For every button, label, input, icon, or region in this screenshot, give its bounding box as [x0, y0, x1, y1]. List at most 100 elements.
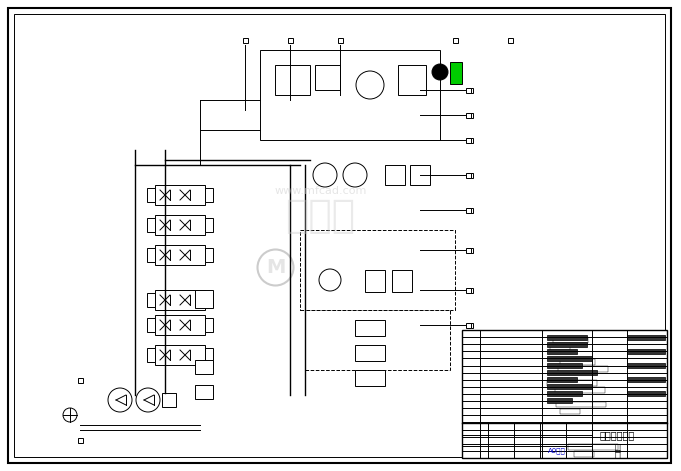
- Bar: [547, 349, 577, 354]
- Bar: [205, 248, 213, 262]
- Bar: [450, 62, 462, 84]
- Text: 图: 图: [614, 448, 620, 458]
- Bar: [547, 377, 577, 382]
- Bar: [467, 172, 473, 178]
- Bar: [205, 188, 213, 202]
- Bar: [300, 230, 455, 310]
- Bar: [205, 348, 213, 362]
- Bar: [205, 318, 213, 332]
- Bar: [155, 345, 205, 365]
- Bar: [260, 50, 440, 140]
- Bar: [569, 345, 604, 350]
- Bar: [205, 218, 213, 232]
- Bar: [365, 270, 385, 292]
- Bar: [195, 360, 213, 374]
- Bar: [305, 310, 450, 370]
- Bar: [78, 377, 82, 382]
- Bar: [582, 338, 616, 343]
- Bar: [627, 363, 665, 368]
- Bar: [355, 370, 385, 386]
- Bar: [467, 88, 473, 92]
- Bar: [467, 323, 473, 327]
- Bar: [563, 444, 598, 450]
- Bar: [568, 423, 603, 429]
- Circle shape: [63, 408, 77, 422]
- Bar: [466, 287, 471, 292]
- Bar: [147, 188, 155, 202]
- Bar: [155, 245, 205, 265]
- Bar: [155, 215, 205, 235]
- Bar: [147, 248, 155, 262]
- Bar: [78, 438, 82, 442]
- Bar: [547, 384, 592, 389]
- Bar: [552, 430, 603, 436]
- Bar: [355, 320, 385, 336]
- Bar: [147, 218, 155, 232]
- Bar: [338, 38, 343, 42]
- Circle shape: [313, 163, 337, 187]
- Bar: [547, 335, 587, 340]
- Bar: [147, 293, 155, 307]
- Bar: [466, 88, 471, 92]
- Bar: [579, 359, 614, 365]
- Bar: [547, 370, 597, 375]
- Text: M: M: [266, 258, 285, 277]
- Bar: [577, 451, 598, 457]
- Bar: [467, 247, 473, 252]
- Bar: [554, 387, 604, 393]
- Bar: [147, 318, 155, 332]
- Bar: [462, 330, 667, 458]
- Bar: [547, 356, 592, 361]
- Bar: [547, 398, 572, 403]
- Circle shape: [432, 64, 448, 80]
- Bar: [205, 293, 213, 307]
- Bar: [466, 208, 471, 212]
- Bar: [547, 363, 582, 368]
- Bar: [147, 348, 155, 362]
- Bar: [275, 65, 310, 95]
- Bar: [195, 290, 213, 308]
- Circle shape: [108, 388, 132, 412]
- Circle shape: [136, 388, 160, 412]
- Bar: [547, 342, 587, 347]
- Bar: [315, 65, 340, 90]
- Bar: [627, 349, 665, 354]
- Bar: [155, 315, 205, 335]
- Bar: [355, 345, 385, 361]
- Bar: [627, 391, 665, 396]
- Bar: [287, 38, 293, 42]
- Bar: [467, 287, 473, 292]
- Bar: [466, 172, 471, 178]
- Text: 沐风网: 沐风网: [285, 196, 355, 235]
- Circle shape: [356, 71, 384, 99]
- Bar: [547, 391, 582, 396]
- Bar: [398, 65, 426, 95]
- Circle shape: [257, 250, 294, 285]
- Circle shape: [319, 269, 341, 291]
- Circle shape: [343, 163, 367, 187]
- Text: www.mfcad.com: www.mfcad.com: [274, 186, 366, 195]
- Bar: [452, 38, 458, 42]
- Bar: [385, 165, 405, 185]
- Bar: [162, 393, 176, 407]
- Bar: [572, 366, 607, 372]
- Bar: [507, 38, 513, 42]
- Bar: [466, 247, 471, 252]
- Bar: [627, 377, 665, 382]
- Bar: [466, 138, 471, 143]
- Bar: [466, 323, 471, 327]
- Bar: [410, 165, 430, 185]
- Bar: [467, 113, 473, 117]
- Bar: [467, 208, 473, 212]
- Bar: [392, 270, 412, 292]
- Bar: [467, 138, 473, 143]
- Bar: [155, 290, 205, 310]
- Bar: [195, 385, 213, 399]
- Bar: [466, 113, 471, 117]
- Text: 液压系统原理
图: 液压系统原理 图: [599, 430, 635, 452]
- Bar: [554, 402, 589, 407]
- Bar: [155, 185, 205, 205]
- Bar: [627, 335, 665, 340]
- Bar: [242, 38, 247, 42]
- Text: A0图纸: A0图纸: [548, 448, 566, 455]
